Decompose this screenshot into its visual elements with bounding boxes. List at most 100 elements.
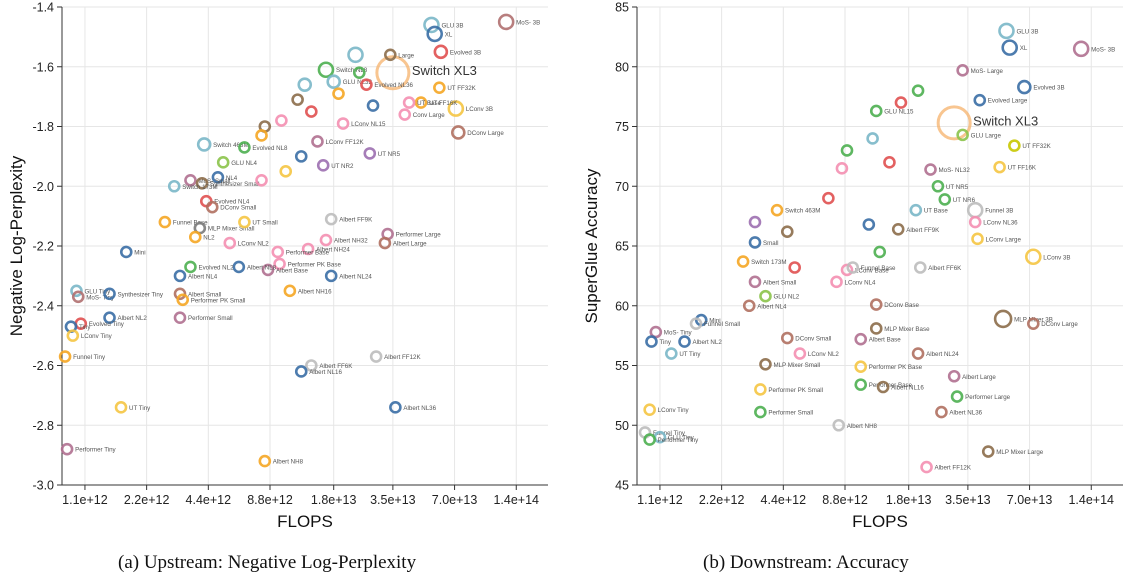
point-label: Albert FF6K [319, 363, 353, 370]
scatter-point [426, 25, 444, 43]
scatter-point [981, 445, 995, 458]
x-tick-label: 8.8e+12 [247, 493, 293, 507]
scatter-point [384, 48, 397, 62]
scatter-point [854, 378, 868, 391]
point-label: Albert NH16 [298, 288, 332, 295]
scatter-point [835, 162, 849, 175]
point-label: Evolved 3B [1033, 85, 1064, 92]
scatter-point [402, 96, 416, 109]
scatter-point [324, 212, 338, 226]
scatter-point [317, 61, 335, 79]
scatter-point [643, 403, 656, 417]
x-tick-label: 3.5e+13 [370, 493, 416, 507]
point-label: Albert NH32 [334, 238, 368, 245]
y-tick-label: 85 [615, 1, 629, 15]
scatter-point [363, 147, 377, 160]
scatter-point [173, 311, 187, 325]
point-label: Switch NL8 [336, 67, 368, 74]
scatter-point [199, 194, 213, 208]
scatter-point [924, 163, 937, 176]
point-label: GLU Tiny [668, 435, 695, 442]
point-label: Albert FF9K [906, 227, 940, 234]
scatter-point [846, 261, 860, 274]
scatter-point [119, 245, 133, 259]
upstream-scatter-plot: 1.1e+12 2.2e+12 4.4e+12 8.8e+12 1.8e+13 3.5e+… [7, 1, 548, 531]
point-label: Performer Small [188, 315, 233, 322]
point-label: Albert Base [869, 337, 902, 344]
x-axis-title: FLOPS [852, 512, 908, 531]
point-label: Performer Large [396, 232, 442, 239]
point-label: GLU 3B [441, 22, 463, 29]
scatter-point [258, 454, 272, 468]
scatter-point [271, 245, 285, 259]
point-label: Performer Large [965, 394, 1011, 401]
point-label: Mini [134, 249, 145, 256]
point-label: Performer Small [768, 410, 813, 417]
point-label: UT Base [924, 208, 949, 215]
point-label: Albert NL4 [188, 273, 218, 280]
point-label: LConv NL2 [238, 241, 270, 248]
scatter-point [223, 236, 237, 250]
point-label: MoS- 3B [1091, 46, 1115, 53]
scatter-point [375, 55, 411, 91]
point-label: UT Tiny [129, 405, 151, 412]
point-label: DConv Base [884, 302, 919, 309]
scatter-point [938, 193, 952, 206]
scatter-point [336, 117, 350, 130]
point-label: Switch 463M [213, 142, 248, 149]
scatter-point [255, 129, 268, 142]
scatter-point [854, 360, 868, 373]
point-label: GLU Tiny [84, 288, 111, 295]
scatter-point [966, 201, 984, 219]
point-label: UT NR5 [378, 151, 401, 158]
scatter-point [866, 132, 879, 145]
x-tick-label: 8.8e+12 [822, 493, 868, 507]
scatter-point [742, 299, 756, 313]
scatter-point [876, 380, 890, 394]
scatter-point [389, 401, 402, 414]
y-tick-label: -1.4 [32, 1, 54, 15]
scatter-point [205, 200, 219, 214]
point-label: Tiny [79, 324, 91, 331]
scatter-point [173, 269, 187, 283]
point-label: MoS- NL32 [939, 167, 971, 174]
x-tick-label: 2.2e+12 [124, 493, 170, 507]
scatter-point [840, 144, 854, 157]
point-label: MLP Mixer Base [884, 326, 930, 333]
y-tick-label: -2.0 [32, 180, 54, 194]
point-label: UT FF16K [429, 100, 458, 107]
point-label: Switch XL3 [412, 63, 477, 78]
y-tick-label: -3.0 [32, 479, 54, 493]
scatter-point [869, 322, 883, 335]
scatter-point [369, 350, 383, 363]
scatter-point [909, 203, 923, 217]
scatter-point [1008, 139, 1021, 152]
x-axis-title: FLOPS [277, 512, 333, 531]
chart-panel-upstream: 1.1e+12 2.2e+12 4.4e+12 8.8e+12 1.8e+13 3.5e+… [0, 0, 560, 545]
point-label: UT FF32K [447, 85, 476, 92]
point-label: Synthesizer Tiny [118, 291, 164, 298]
point-label: Albert Small [188, 291, 221, 298]
point-label: Evolved NL8 [252, 145, 288, 152]
scatter-point [451, 125, 466, 140]
point-label: GLU NL4 [231, 160, 257, 167]
point-label: Albert NL2 [693, 339, 723, 346]
scatter-point [748, 215, 762, 229]
point-label: Albert Small [763, 279, 796, 286]
scatter-point [311, 135, 324, 148]
scatter-point [840, 263, 854, 277]
scatter-point [238, 141, 251, 154]
point-label: Evolved Tiny [89, 321, 125, 328]
scatter-point [283, 284, 297, 298]
point-label: UT FF32K [1022, 143, 1051, 150]
point-label: Albert FF6K [928, 265, 962, 272]
point-label: DConv Large [1041, 321, 1078, 328]
point-label: Evolved NL36 [374, 82, 413, 89]
point-label: Performer PK Base [869, 364, 923, 371]
scatter-point [973, 93, 987, 107]
point-label: Performer PK Small [191, 297, 246, 304]
scatter-point [60, 442, 74, 456]
x-tick-label: 2.2e+12 [699, 493, 745, 507]
scatter-point [273, 257, 286, 271]
point-label: UT FF16K [1008, 165, 1037, 172]
